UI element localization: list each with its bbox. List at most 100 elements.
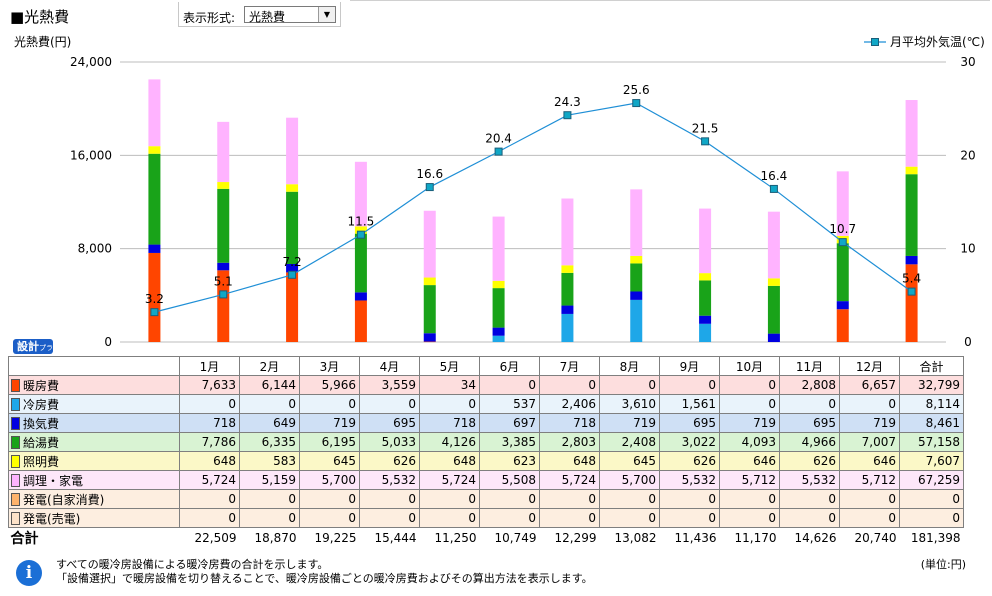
table-cell: 5,724 <box>539 470 600 490</box>
plan-badge-label: 設計 <box>17 340 39 353</box>
temperature-label: 25.6 <box>623 83 650 97</box>
legend-swatch <box>11 492 20 506</box>
table-cell: 7,786 <box>179 432 240 452</box>
total-cell: 20,740 <box>839 527 900 548</box>
plan-badge: 設計プラン <box>13 339 53 369</box>
column-header: 1月 <box>179 356 240 376</box>
bar-segment <box>217 188 230 263</box>
bar-segment <box>286 117 299 185</box>
table-cell: 2,406 <box>539 394 600 414</box>
bar-segment <box>561 272 574 306</box>
table-cell: 0 <box>659 489 720 509</box>
total-cell: 181,398 <box>899 527 964 548</box>
table-cell: 0 <box>419 508 480 528</box>
table-cell: 0 <box>479 375 540 395</box>
legend-swatch <box>11 416 20 430</box>
table-cell: 1,561 <box>659 394 720 414</box>
bar-segment <box>630 189 643 256</box>
total-cell: 15,444 <box>359 527 420 548</box>
temperature-label: 3.2 <box>145 292 164 306</box>
total-cell: 22,509 <box>179 527 240 548</box>
total-row: 合計 22,509 18,870 19,225 15,444 11,250 10,749 12… <box>8 527 964 548</box>
table-cell: 0 <box>839 394 900 414</box>
column-header: 8月 <box>599 356 660 376</box>
table-cell: 2,808 <box>779 375 840 395</box>
legend-swatch <box>11 378 20 392</box>
table-cell: 0 <box>419 489 480 509</box>
table-cell: 0 <box>779 508 840 528</box>
table-header-row: 1月 2月 3月 4月 5月 6月 7月 8月 9月 10月 11月 12月 合計 <box>8 356 964 376</box>
row-label-text: 冷房費 <box>23 397 60 412</box>
table-cell: 0 <box>719 375 780 395</box>
table-cell: 5,724 <box>179 470 240 490</box>
column-header: 5月 <box>419 356 480 376</box>
table-cell: 719 <box>839 413 900 433</box>
table-cell: 0 <box>179 394 240 414</box>
bar-segment <box>217 121 230 183</box>
bar-segment <box>836 243 849 302</box>
bar-segment <box>423 333 436 342</box>
bar-segment <box>767 211 780 279</box>
table-cell: 719 <box>719 413 780 433</box>
bar-segment <box>354 226 367 234</box>
table-cell: 6,657 <box>839 375 900 395</box>
bar-segment <box>148 146 161 154</box>
legend-label: 月平均外気温(℃) <box>890 34 985 49</box>
chevron-down-icon[interactable]: ▼ <box>318 7 335 22</box>
table-cell: 0 <box>479 508 540 528</box>
row-label-text: 換気費 <box>23 416 60 431</box>
bar-segment <box>148 79 161 147</box>
table-cell: 5,532 <box>659 470 720 490</box>
table-cell: 695 <box>359 413 420 433</box>
row-label-text: 発電(自家消費) <box>23 492 105 507</box>
table-cell: 0 <box>899 489 964 509</box>
legend-swatch <box>11 397 20 411</box>
temperature-point <box>356 230 365 239</box>
table-cell: 4,966 <box>779 432 840 452</box>
temperature-point <box>425 183 434 192</box>
bar-segment <box>492 216 505 281</box>
temperature-point <box>494 147 503 156</box>
page-title: ■光熱費 <box>10 8 70 26</box>
table-cell: 7,633 <box>179 375 240 395</box>
temperature-point <box>769 184 778 193</box>
bar-segment <box>561 305 574 314</box>
table-cell: 695 <box>659 413 720 433</box>
bar-segment <box>354 292 367 301</box>
table-cell: 5,532 <box>779 470 840 490</box>
row-label-text: 調理・家電 <box>23 473 84 488</box>
table-cell: 4,093 <box>719 432 780 452</box>
temperature-label: 20.4 <box>485 132 512 146</box>
table-cell: 67,259 <box>899 470 964 490</box>
table-cell: 6,195 <box>299 432 360 452</box>
table-cell: 8,114 <box>899 394 964 414</box>
table-row: 発電(自家消費) 0 0 0 0 0 0 0 0 0 0 0 0 0 <box>8 489 964 509</box>
unit-label: (単位:円) <box>920 558 966 571</box>
table-cell: 5,532 <box>359 470 420 490</box>
table-cell: 718 <box>179 413 240 433</box>
total-cell: 10,749 <box>479 527 540 548</box>
table-cell: 34 <box>419 375 480 395</box>
bar-segment <box>354 233 367 293</box>
table-cell: 0 <box>299 489 360 509</box>
table-cell: 5,700 <box>299 470 360 490</box>
table-row: 照明費 648 583 645 626 648 623 648 645 626 646 626 646 7… <box>8 451 964 471</box>
table-cell: 0 <box>659 508 720 528</box>
table-cell: 537 <box>479 394 540 414</box>
y-axis-label: 光熱費(円) <box>14 34 71 49</box>
total-cell: 11,250 <box>419 527 480 548</box>
row-label-text: 暖房費 <box>23 378 60 393</box>
bar-segment <box>699 273 712 281</box>
table-cell: 0 <box>779 394 840 414</box>
display-format-select[interactable]: 光熱費 ▼ <box>244 6 336 24</box>
column-header: 2月 <box>239 356 300 376</box>
table-cell: 2,803 <box>539 432 600 452</box>
table-cell: 646 <box>719 451 780 471</box>
temperature-label: 16.6 <box>416 167 443 181</box>
column-header: 11月 <box>779 356 840 376</box>
temperature-label: 5.4 <box>902 272 921 286</box>
temperature-point <box>907 287 916 296</box>
table-cell: 719 <box>599 413 660 433</box>
bar-segment <box>286 264 299 273</box>
bar-segment <box>630 299 643 342</box>
